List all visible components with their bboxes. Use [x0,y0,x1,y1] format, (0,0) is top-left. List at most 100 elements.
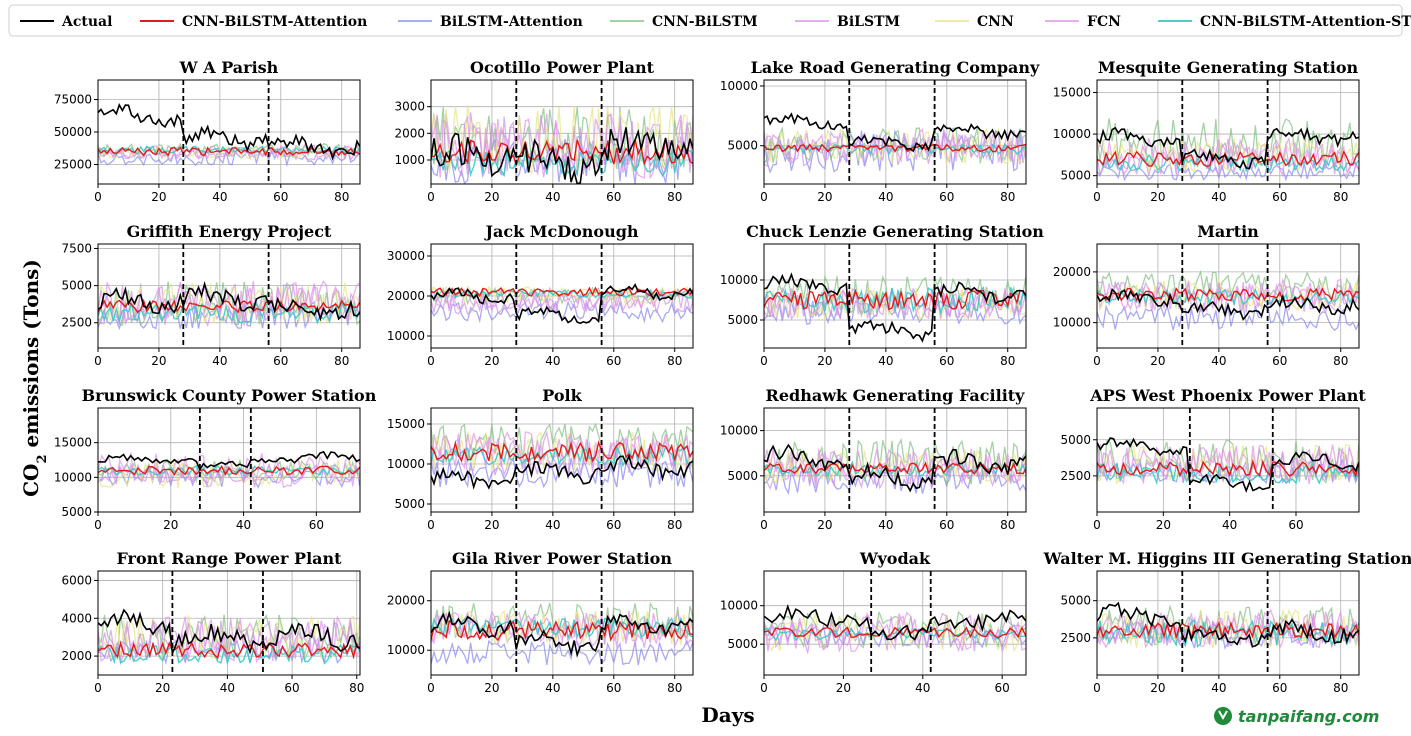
series-group [764,112,1026,174]
panel-title: Front Range Power Plant [116,549,342,568]
series-group [98,450,360,490]
watermark: tanpaifang.com [1214,707,1379,726]
panel: 0 20 40 60 80 2500 5000 Walter M. Higgins III G… [1043,549,1411,695]
actual-line [1097,126,1359,170]
x-tick-label: 0 [427,190,435,204]
series-line [1097,152,1359,172]
x-tick-label: 60 [1272,681,1287,695]
x-tick-label: 20 [484,681,499,695]
axes-frame [430,79,694,185]
watermark-text: tanpaifang.com [1238,707,1379,726]
x-tick-label: 20 [151,354,166,368]
series-line [1097,459,1359,478]
x-tick-label: 40 [545,190,560,204]
legend-label: CNN-BiLSTM [652,14,758,30]
panel-title: Lake Road Generating Company [751,58,1040,77]
x-tick-label: 20 [1150,681,1165,695]
legend-box [8,4,1403,37]
series-line [1097,287,1359,302]
x-tick-label: 40 [545,518,560,532]
series-line [431,457,693,489]
panel: 0 20 40 60 80 10000 20000 Gila River Power Stat… [387,549,694,695]
series-line [764,130,1026,168]
actual-line [431,453,693,490]
x-tick-label: 80 [667,354,682,368]
panel: 0 20 40 60 80 5000 10000 Chuck Lenzie Generatin… [720,222,1044,368]
series-line [98,146,360,157]
legend-entry: CNN-BiLSTM-Attention-ST [1158,14,1411,30]
x-tick-label: 0 [760,354,768,368]
x-tick-label: 80 [334,190,349,204]
y-tick-label: 10000 [387,643,425,657]
series-line [764,452,1026,491]
y-tick-label: 20000 [1053,265,1091,279]
x-tick-label: 40 [878,354,893,368]
axes-frame [763,79,1027,185]
series-line [98,300,360,324]
y-tick-label: 10000 [1053,316,1091,330]
y-tick-label: 10000 [720,599,758,613]
series-line [98,148,360,168]
y-tick-label: 10000 [720,79,758,93]
legend-label: CNN [977,14,1014,30]
x-tick-label: 80 [1333,681,1348,695]
x-tick-label: 20 [817,354,832,368]
x-tick-label: 20 [484,190,499,204]
axes-frame [97,407,361,513]
series-group [98,608,360,666]
panel-title: APS West Phoenix Power Plant [1089,386,1366,405]
actual-line [431,610,693,658]
axes-frame [763,570,1027,676]
series-line [764,612,1026,652]
x-tick-label: 0 [1093,518,1101,532]
actual-line [764,443,1026,493]
series-line [431,138,693,168]
series-line [98,643,360,666]
x-tick-label: 60 [273,354,288,368]
panel: 0 20 40 60 80 2500 5000 7500 Griffith Energy Pro… [61,222,361,368]
actual-line [764,603,1026,641]
actual-line [1097,437,1359,493]
y-tick-label: 3000 [394,100,425,114]
panel-title: Griffith Energy Project [127,222,332,241]
panel: 0 20 40 60 5000 10000 15000 Brunswick County Po… [54,386,377,532]
panel-title: Walter M. Higgins III Generating Station [1043,549,1411,568]
panel-title: Martin [1197,222,1259,241]
y-tick-label: 7500 [61,241,92,255]
series-line [764,143,1026,153]
x-tick-label: 0 [427,518,435,532]
panel-title: Brunswick County Power Station [82,386,377,405]
series-line [98,281,360,326]
legend-label: BiLSTM [837,14,900,30]
y-tick-label: 5000 [394,497,425,511]
x-tick-label: 40 [212,354,227,368]
x-tick-label: 0 [94,518,102,532]
panel: 0 20 40 60 80 10000 20000 Martin [1053,222,1360,368]
x-tick-label: 40 [1211,681,1226,695]
series-group [431,283,693,325]
y-tick-label: 10000 [720,424,758,438]
series-line [431,149,693,178]
series-group [98,103,360,168]
x-tick-label: 80 [1000,190,1015,204]
panel: 0 20 40 60 80 10000 20000 30000 Jack McDonough [387,222,694,368]
y-tick-label: 15000 [54,436,92,450]
x-tick-label: 80 [1333,354,1348,368]
series-line [431,440,693,464]
y-tick-label: 5000 [61,279,92,293]
y-tick-label: 10000 [1053,127,1091,141]
x-tick-label: 60 [273,190,288,204]
series-group [764,437,1026,496]
x-tick-label: 0 [427,354,435,368]
y-tick-label: 20000 [387,594,425,608]
x-tick-label: 20 [1150,190,1165,204]
series-group [1097,437,1359,493]
x-tick-label: 80 [1000,518,1015,532]
series-line [1097,620,1359,641]
legend-entry: CNN [935,14,1014,30]
series-line [1097,287,1359,308]
y-tick-label: 5000 [1060,169,1091,183]
panel: 0 20 40 60 5000 10000 Wyodak [720,549,1027,695]
y-tick-label: 75000 [54,93,92,107]
